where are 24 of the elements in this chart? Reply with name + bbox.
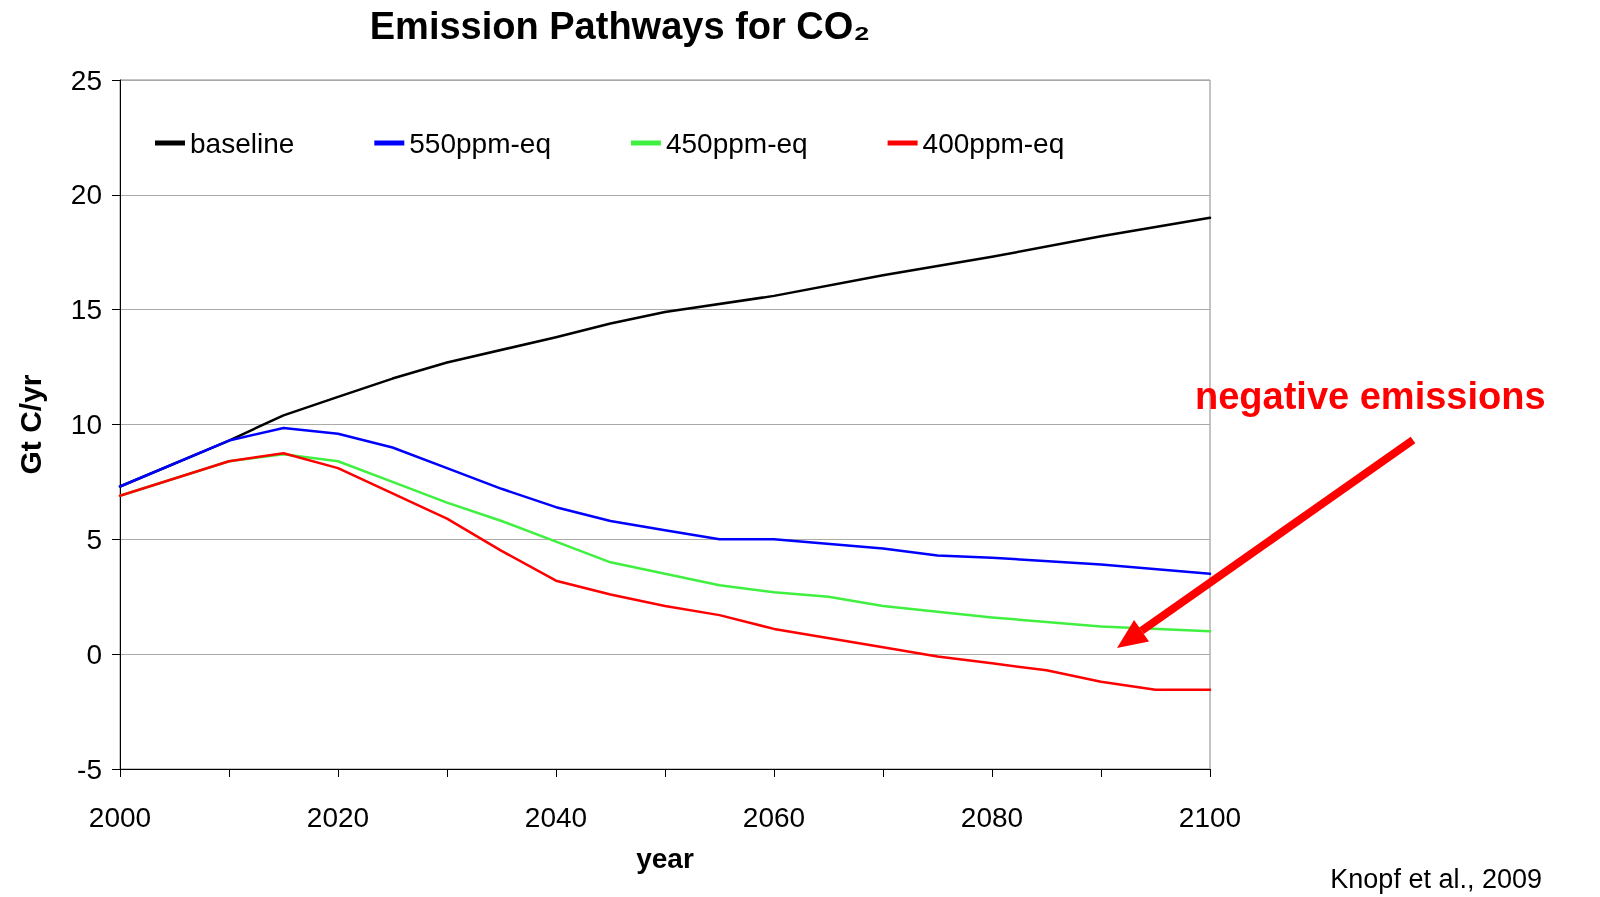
- y-tick-label: 0: [86, 638, 102, 670]
- annotation: negative emissions: [1195, 375, 1546, 418]
- y-tick-label: 20: [70, 179, 102, 211]
- legend-label: 400ppm-eq: [922, 127, 1065, 159]
- x-tick-label: 2000: [88, 801, 152, 833]
- y-axis-title: Gt C/yr: [13, 374, 47, 475]
- y-tick-label: 25: [70, 64, 102, 96]
- x-axis-title: year: [636, 842, 694, 874]
- y-tick-label: -5: [77, 753, 102, 785]
- line-series: [118, 451, 1212, 692]
- chart-title: Emission Pathways for CO₂: [369, 5, 871, 47]
- x-tick-label: 2100: [1178, 801, 1242, 833]
- x-tick-label: 2020: [306, 801, 370, 833]
- legend-label: 550ppm-eq: [409, 127, 551, 159]
- legend-label: 450ppm-eq: [665, 127, 808, 159]
- y-tick-label: 15: [70, 294, 102, 326]
- x-tick-label: 2040: [524, 801, 588, 833]
- x-tick-label: 2060: [742, 801, 806, 833]
- y-tick-label: 5: [86, 523, 102, 555]
- legend-label: baseline: [190, 127, 295, 159]
- line-series: [118, 426, 1212, 576]
- x-tick-label: 2080: [960, 801, 1024, 833]
- text: Knopf et al., 2009: [1330, 864, 1542, 895]
- y-tick-label: 10: [70, 409, 102, 440]
